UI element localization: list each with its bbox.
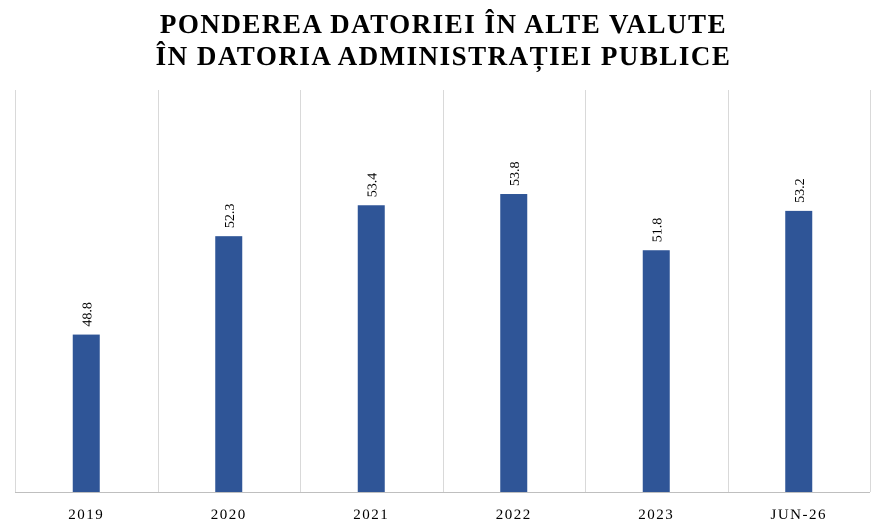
x-tick-label-jun-26: JUN-26 — [771, 507, 828, 523]
x-tick-label-2021: 2021 — [353, 507, 389, 523]
data-label-2021: 53.4 — [365, 173, 380, 198]
bar-2020 — [215, 236, 243, 492]
bar-jun-26 — [785, 210, 813, 493]
data-label-2019: 48.8 — [80, 302, 95, 327]
x-tick-label-2020: 2020 — [211, 507, 247, 523]
bar-2022 — [500, 194, 528, 493]
data-label-2023: 51.8 — [650, 218, 665, 243]
data-label-2020: 52.3 — [223, 204, 238, 229]
bar-2021 — [357, 205, 385, 493]
bar-2019 — [72, 334, 100, 492]
bar-2023 — [642, 250, 670, 492]
x-tick-label-2023: 2023 — [638, 507, 674, 523]
x-tick-label-2019: 2019 — [68, 507, 104, 523]
data-label-jun-26: 53.2 — [793, 178, 808, 203]
chart-title-line-1: PONDEREA DATORIEI ÎN ALTE VALUTE — [159, 9, 728, 39]
data-label-2022: 53.8 — [508, 162, 523, 187]
chart-title: PONDEREA DATORIEI ÎN ALTE VALUTE ÎN DATO… — [0, 8, 887, 72]
chart-title-line-2: ÎN DATORIA ADMINISTRAȚIEI PUBLICE — [155, 41, 732, 71]
x-tick-label-2022: 2022 — [496, 507, 532, 523]
